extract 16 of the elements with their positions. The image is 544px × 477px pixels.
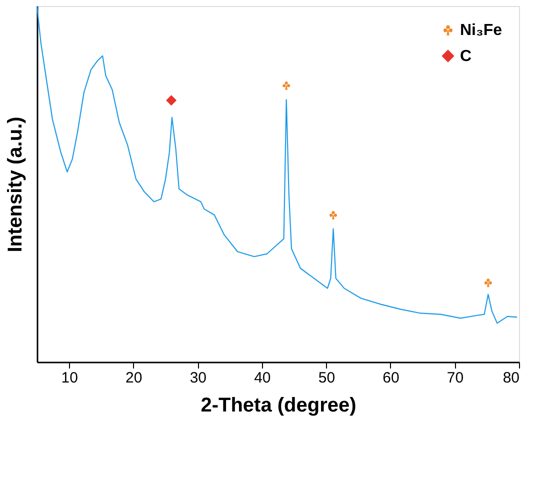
legend-label: C xyxy=(460,48,472,65)
y-axis-title: Intensity (a.u.) xyxy=(4,116,26,252)
x-tick-label: 40 xyxy=(254,370,271,386)
x-tick-label: 30 xyxy=(190,370,207,386)
x-axis-title: 2-Theta (degree) xyxy=(200,394,356,416)
point xyxy=(282,81,290,90)
x-tick-label: 70 xyxy=(446,370,464,386)
x-tick-label: 10 xyxy=(61,370,78,386)
x-tick-label: 60 xyxy=(382,370,400,386)
x-tick-label: 50 xyxy=(318,370,336,386)
legend-label: Ni₃Fe xyxy=(460,22,502,39)
point xyxy=(329,211,338,220)
x-tick-label: 20 xyxy=(126,370,142,386)
point xyxy=(166,95,177,106)
x-tick-label: 80 xyxy=(502,370,520,386)
point xyxy=(484,278,492,288)
